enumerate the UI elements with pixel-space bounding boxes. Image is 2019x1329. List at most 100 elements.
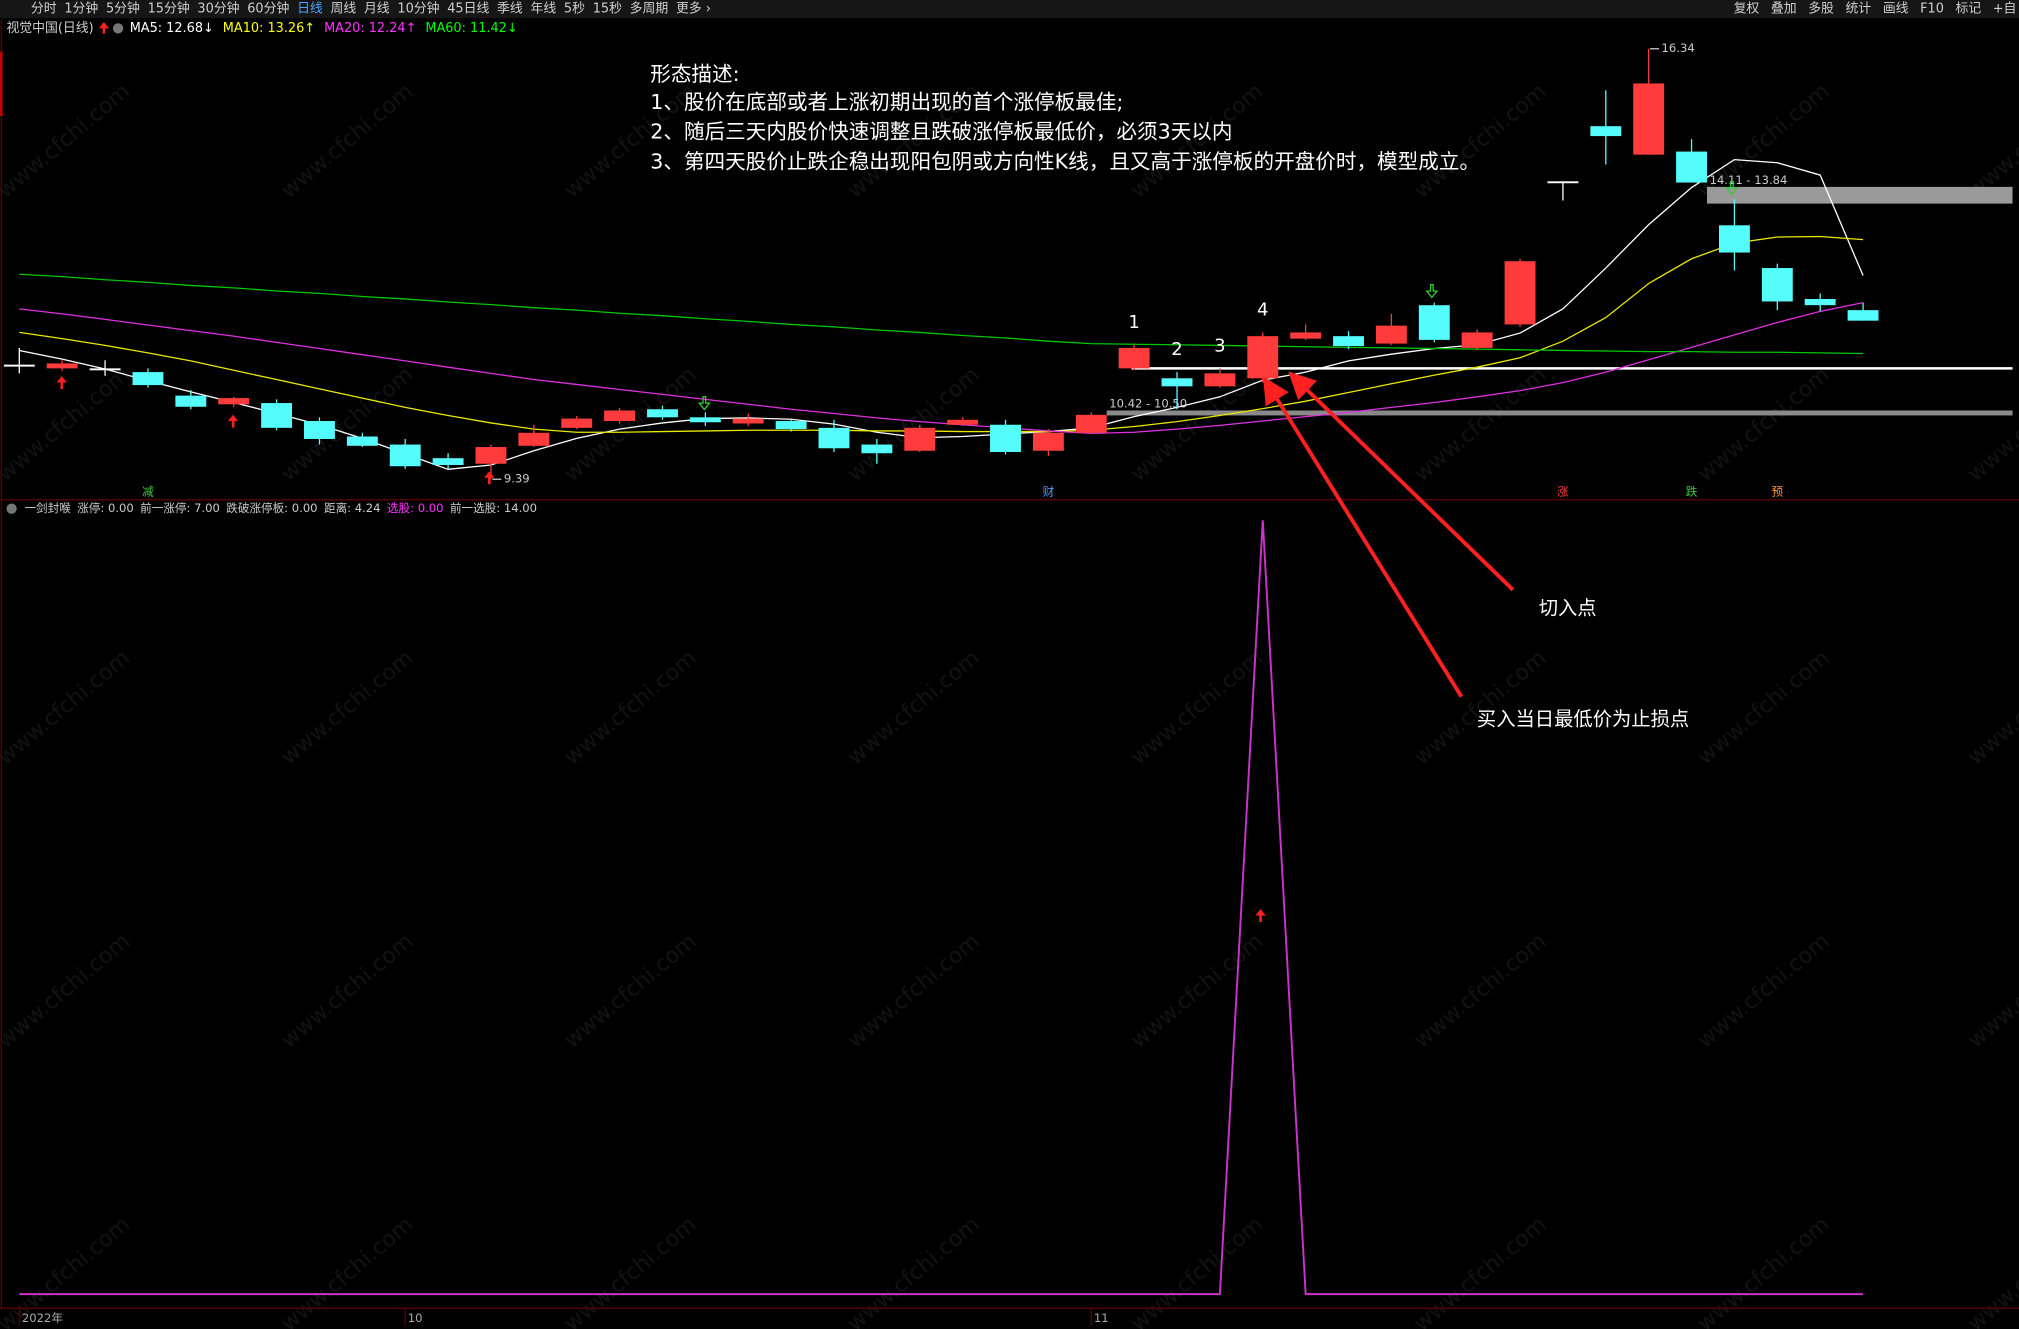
tool-button[interactable]: 统计 [1846, 2, 1872, 17]
indicator-header: 一剑封喉 涨停: 0.00 前一涨停: 7.00 跌破涨停板: 0.00 距离: 4.2… [6, 501, 537, 515]
period-tab[interactable]: 1分钟 [64, 1, 98, 17]
candle-body [689, 417, 721, 423]
annotations: 形态描述: 1、股价在底部或者上涨初期出现的首个涨停板最佳; 2、随后三天内股价… [56, 62, 1739, 923]
entry-note: 切入点 [1539, 597, 1597, 620]
stock-name: 视觉中国(日线) [6, 21, 93, 36]
indicator-value: 一剑封喉 [24, 501, 71, 515]
entry-arrow [1288, 371, 1515, 592]
candle-body [46, 363, 78, 369]
tool-button[interactable]: 叠加 [1771, 2, 1797, 17]
period-tab[interactable]: 5秒 [564, 2, 585, 17]
period-tab[interactable]: 45日线 [447, 2, 489, 17]
period-tab[interactable]: 5分钟 [106, 1, 140, 17]
candle-body [475, 447, 507, 464]
x-tick-label: 2022年 [22, 1311, 63, 1325]
x-tick-label: 10 [408, 1311, 423, 1325]
period-tab[interactable]: 15分钟 [148, 1, 190, 17]
candle-body [1461, 332, 1493, 348]
period-tab[interactable]: 60分钟 [247, 1, 289, 17]
step-label: 4 [1257, 300, 1268, 321]
ma-label: MA60: 11.42↓ [425, 21, 517, 36]
description-line: 1、股价在底部或者上涨初期出现的首个涨停板最佳; [650, 90, 1123, 114]
indicator-value: 选股: 0.00 [387, 501, 444, 515]
tool-button[interactable]: 标记 [1955, 2, 1981, 17]
stop-note: 买入当日最低价为止损点 [1477, 707, 1689, 730]
candle-body [1204, 373, 1236, 387]
candle-body [1633, 83, 1665, 155]
settings-icon[interactable] [112, 23, 124, 34]
candle-body [218, 398, 250, 405]
candle-body [947, 419, 979, 425]
ma-label: MA20: 12.24↑ [324, 21, 416, 36]
candle-body [861, 444, 893, 454]
step-label: 1 [1128, 312, 1139, 333]
candle-body [1804, 298, 1836, 306]
period-tab[interactable]: 多周期 [630, 2, 669, 17]
event-marker: 预 [1772, 484, 1784, 498]
band-label: 10.42 - 10.50 [1109, 397, 1187, 411]
candle-body [132, 372, 164, 386]
indicator-value: 前一选股: 14.00 [450, 501, 537, 515]
candle-body [1333, 336, 1364, 347]
candle-body [1418, 305, 1450, 340]
period-tab[interactable]: 30分钟 [197, 1, 239, 17]
event-marker: 涨 [1557, 484, 1569, 498]
candle-body [1290, 332, 1322, 339]
period-tab[interactable]: 更多 › [676, 2, 711, 17]
collapse-icon[interactable] [6, 503, 17, 514]
candle-body [1761, 268, 1793, 302]
period-tab[interactable]: 15秒 [593, 2, 622, 17]
event-marker: 跌 [1686, 484, 1698, 498]
candle-body [1676, 151, 1708, 183]
period-tab[interactable]: 分时 [31, 2, 57, 17]
tool-button[interactable]: 复权 [1734, 1, 1760, 17]
price-label: 9.39 [504, 472, 530, 486]
period-tab[interactable]: 月线 [364, 2, 390, 17]
left-marker [0, 51, 3, 116]
candle-body [3, 364, 35, 367]
candle-body [732, 418, 764, 424]
tool-button[interactable]: F10 [1920, 2, 1944, 17]
candle-body [1161, 378, 1193, 387]
tool-button[interactable]: 画线 [1883, 2, 1909, 17]
description-title: 形态描述: [650, 62, 739, 86]
candle-body [389, 444, 421, 467]
period-tab[interactable]: 10分钟 [397, 1, 439, 17]
toolbar-bg [0, 0, 2019, 19]
candle-body [89, 368, 121, 371]
candle-body [990, 424, 1021, 452]
period-tab[interactable]: 年线 [530, 2, 556, 17]
candle-body [261, 403, 293, 428]
candle-body [1118, 347, 1150, 369]
period-tab[interactable]: 日线 [297, 2, 323, 17]
candle-body [432, 458, 464, 465]
band-label: 14.11 - 13.84 [1710, 173, 1788, 187]
candle-body [1032, 432, 1064, 451]
ma-line [19, 273, 1864, 355]
ma-line [19, 302, 1864, 435]
indicator-value: 距离: 4.24 [324, 501, 381, 515]
step-label: 2 [1171, 339, 1182, 360]
period-tab[interactable]: 周线 [331, 2, 357, 17]
tool-button[interactable]: 多股 [1808, 2, 1834, 17]
description-line: 2、随后三天内股价快速调整且跌破涨停板最低价，必须3天以内 [650, 120, 1232, 144]
price-label: 16.34 [1662, 41, 1695, 55]
step-label: 3 [1214, 335, 1225, 356]
stop-arrow [1262, 376, 1464, 698]
chart-header: 视觉中国(日线) MA5: 12.68↓ MA10: 13.26↑ MA20: 12… [6, 21, 517, 36]
toolbar: 分时 1分钟 5分钟 15分钟 30分钟 60分钟 日线 周线 月线 10分钟 45日线 季线 年线 5秒… [31, 1, 2017, 17]
candle-body [647, 409, 678, 418]
candle-body [304, 421, 335, 439]
period-tab[interactable]: 季线 [497, 2, 523, 17]
candle-body [818, 427, 850, 449]
candle-body [775, 421, 807, 430]
candle-body [175, 395, 207, 407]
signal-down-arrows [697, 180, 1739, 411]
candle-body [346, 436, 378, 446]
tool-button[interactable]: +自 [1993, 2, 2017, 17]
price-band [1707, 186, 2013, 204]
candle-body [1375, 325, 1407, 344]
indicator-line [19, 520, 1864, 1296]
